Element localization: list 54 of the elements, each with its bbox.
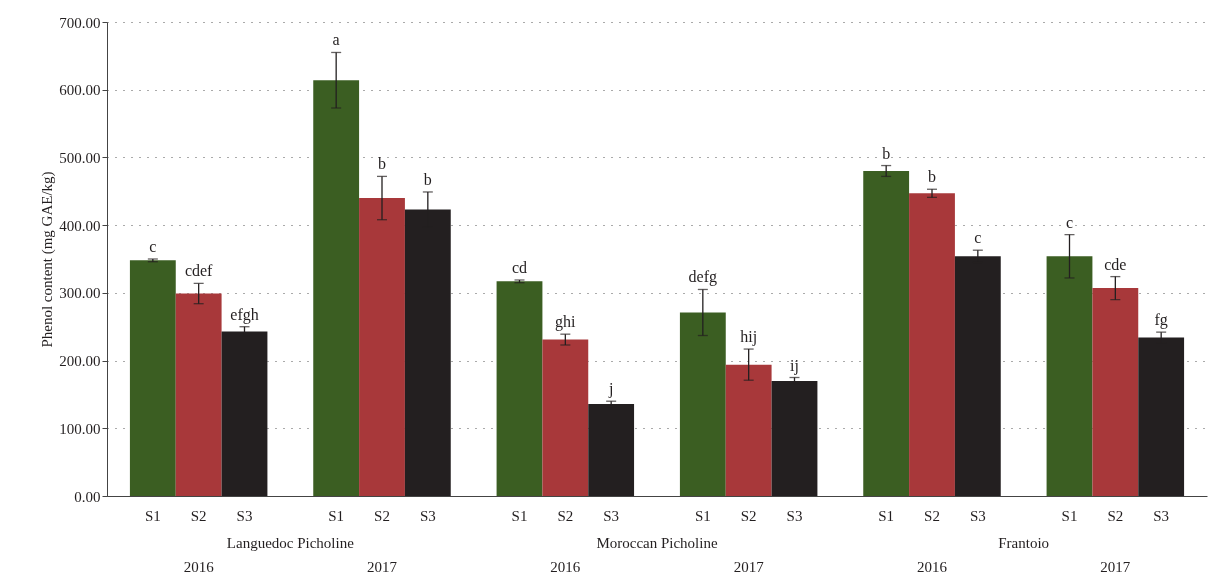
- data-label: b: [882, 144, 891, 162]
- x-tick-label: S2: [740, 507, 757, 524]
- y-tick-label: 200.00: [59, 353, 101, 370]
- x-tick-label: S1: [1061, 507, 1078, 524]
- data-label: c: [974, 229, 982, 247]
- data-label: a: [332, 31, 340, 49]
- x-tick-label: S2: [924, 507, 940, 524]
- text: Frantoio: [998, 535, 1050, 551]
- y-tick-label: 300.00: [59, 285, 101, 302]
- x-tick-label: S1: [328, 507, 345, 524]
- x-tick-label: S2: [190, 507, 207, 524]
- x-tick-label: S3: [236, 507, 253, 524]
- data-label: defg: [688, 268, 718, 287]
- x-tick-label: S1: [511, 507, 528, 524]
- data-label: fg: [1154, 311, 1168, 330]
- text: 2016: [917, 559, 948, 575]
- data-label: cdef: [184, 262, 214, 280]
- text: 2017: [367, 559, 398, 575]
- data-label: b: [928, 168, 936, 186]
- data-label: c: [149, 238, 157, 255]
- data-label: j: [607, 380, 614, 399]
- text: Moroccan Picholine: [596, 535, 718, 551]
- data-label: cd: [511, 258, 528, 276]
- y-tick-label: 500.00: [59, 149, 101, 166]
- x-tick-label: S3: [603, 507, 620, 524]
- data-label: c: [1065, 213, 1074, 231]
- x-tick-label: S2: [374, 507, 390, 524]
- data-label: b: [378, 155, 386, 173]
- x-tick-label: S3: [969, 507, 986, 524]
- text: 2016: [183, 559, 215, 575]
- data-label: ij: [790, 356, 799, 375]
- y-tick-label: 0.00: [74, 488, 101, 505]
- text: 2017: [733, 559, 765, 575]
- x-tick-label: S1: [694, 507, 711, 524]
- data-label: ghi: [555, 313, 577, 332]
- data-label: b: [423, 170, 432, 188]
- x-tick-label: S1: [144, 507, 161, 524]
- x-tick-label: S3: [786, 507, 803, 524]
- data-label: cde: [1104, 255, 1127, 273]
- x-tick-label: S2: [557, 507, 574, 524]
- x-tick-label: S3: [419, 507, 436, 524]
- x-tick-label: S1: [878, 507, 895, 524]
- y-tick-label: 400.00: [59, 217, 101, 234]
- x-tick-label: S2: [1107, 507, 1124, 524]
- y-tick-label: 600.00: [59, 82, 101, 99]
- text: 2016: [550, 559, 581, 575]
- data-label: efgh: [230, 305, 259, 324]
- y-tick-label: 700.00: [59, 14, 101, 31]
- y-axis-title: Phenol content (mg GAE/kg): [39, 171, 57, 348]
- x-tick-label: S3: [1153, 507, 1170, 524]
- data-label: hij: [740, 328, 758, 347]
- y-tick-label: 100.00: [59, 420, 101, 437]
- text: 2017: [1100, 559, 1131, 575]
- text: Languedoc Picholine: [226, 535, 355, 551]
